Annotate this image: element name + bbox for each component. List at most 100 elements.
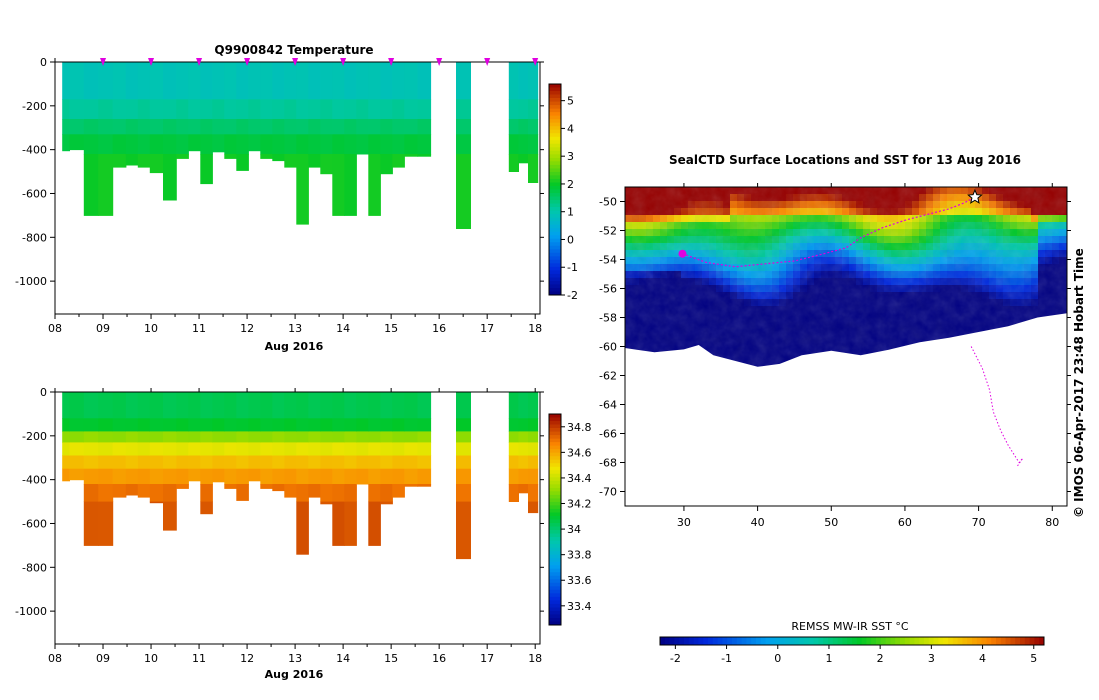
section-cell [62, 119, 70, 135]
colorbar-step [549, 122, 561, 127]
section-cell [456, 154, 471, 229]
colorbar-step [549, 614, 561, 619]
section-cell [332, 62, 345, 100]
profile-marker [340, 58, 347, 66]
colorbar-step [549, 414, 561, 418]
section-cell [272, 99, 285, 120]
section-cell [137, 99, 151, 120]
section-cell [356, 119, 369, 135]
colorbar-step [549, 273, 561, 278]
colorbar-step [549, 526, 561, 531]
section-cell [149, 392, 164, 419]
y-tick-label: -200 [22, 100, 47, 113]
section-cell [392, 418, 405, 432]
section-cell [98, 134, 114, 155]
section-cell [224, 134, 237, 155]
section-cell [176, 418, 189, 432]
section-cell [188, 134, 201, 152]
lat-tick-label: -52 [599, 225, 617, 238]
colorbar-step [924, 637, 930, 645]
colorbar-step [549, 277, 561, 282]
lon-tick-label: 80 [1045, 516, 1059, 529]
section-cell [83, 468, 99, 485]
colorbar-step [756, 637, 762, 645]
seal-track [678, 188, 1024, 468]
section-cell [320, 442, 333, 456]
section-cell [518, 431, 529, 443]
colorbar-step [549, 221, 561, 226]
latest-position-star [967, 188, 983, 204]
section-cell [200, 119, 213, 135]
colorbar-step [751, 637, 757, 645]
section-cell [248, 442, 261, 456]
x-tick-label: 11 [192, 322, 206, 335]
section-cell [356, 134, 369, 155]
section-cell [176, 431, 189, 443]
section-cell [528, 134, 539, 155]
section-cell [308, 119, 321, 135]
colorbar-step [549, 193, 561, 197]
section-cell [528, 442, 539, 456]
colorbar-step [1015, 637, 1021, 645]
section-cell [296, 418, 309, 432]
section-cell [404, 431, 419, 443]
section-cell [163, 99, 177, 120]
colorbar-step [688, 637, 694, 645]
colorbar-step [549, 438, 561, 443]
colorbar-step [823, 637, 829, 645]
section-cell [456, 431, 471, 443]
section-cell [456, 455, 471, 470]
x-tick-label: 08 [48, 652, 62, 665]
section-cell [212, 418, 225, 432]
section-cell [296, 468, 309, 485]
y-tick-label: 0 [40, 56, 47, 69]
section-cell [296, 62, 309, 100]
colorbar-step [549, 579, 561, 584]
colorbar-step [549, 175, 561, 180]
section-cell [98, 484, 114, 502]
y-tick-label: 0 [40, 386, 47, 399]
profile-marker [484, 58, 491, 66]
colorbar-step [549, 508, 561, 513]
colorbar-step [741, 637, 747, 645]
colorbar-step [818, 637, 824, 645]
section-cell [125, 431, 139, 443]
colorbar-tick-label: -2 [567, 289, 578, 302]
colorbar-step [660, 637, 666, 645]
section-cell [62, 455, 70, 470]
section-cell [125, 99, 139, 120]
section-cell [260, 119, 273, 135]
section-cell [344, 431, 357, 443]
section-cell [296, 455, 309, 470]
x-tick-label: 08 [48, 322, 62, 335]
lat-tick-label: -54 [599, 254, 617, 267]
map-latitude-axis: -50 -52 -54 -56 -58 -60 -62 -64 -66 -68 -70 [599, 196, 1071, 499]
section-cell [98, 442, 114, 456]
colorbar-step [549, 456, 561, 461]
section-cell [176, 484, 189, 489]
colorbar-step [549, 610, 561, 615]
section-cell [137, 134, 151, 155]
section-cell [320, 484, 333, 502]
section-cell [62, 392, 70, 419]
colorbar-step [549, 466, 561, 471]
colorbar-step [549, 498, 561, 503]
section-cell [98, 99, 114, 120]
colorbar-step [549, 203, 561, 208]
section-cell [200, 154, 213, 185]
section-cell [320, 468, 333, 485]
section-cell [83, 501, 99, 546]
section-cell [456, 119, 471, 135]
section-cell [176, 392, 189, 419]
colorbar-step [549, 551, 561, 556]
colorbar-step [549, 87, 561, 92]
colorbar-step [549, 417, 561, 422]
colorbar-step [549, 266, 561, 271]
section-cell [508, 62, 519, 100]
colorbar-step [698, 637, 704, 645]
colorbar-step [856, 637, 862, 645]
section-cell [272, 62, 285, 100]
x-tick-label: 14 [336, 322, 350, 335]
colorbar-step [674, 637, 680, 645]
section-cell [272, 468, 285, 485]
